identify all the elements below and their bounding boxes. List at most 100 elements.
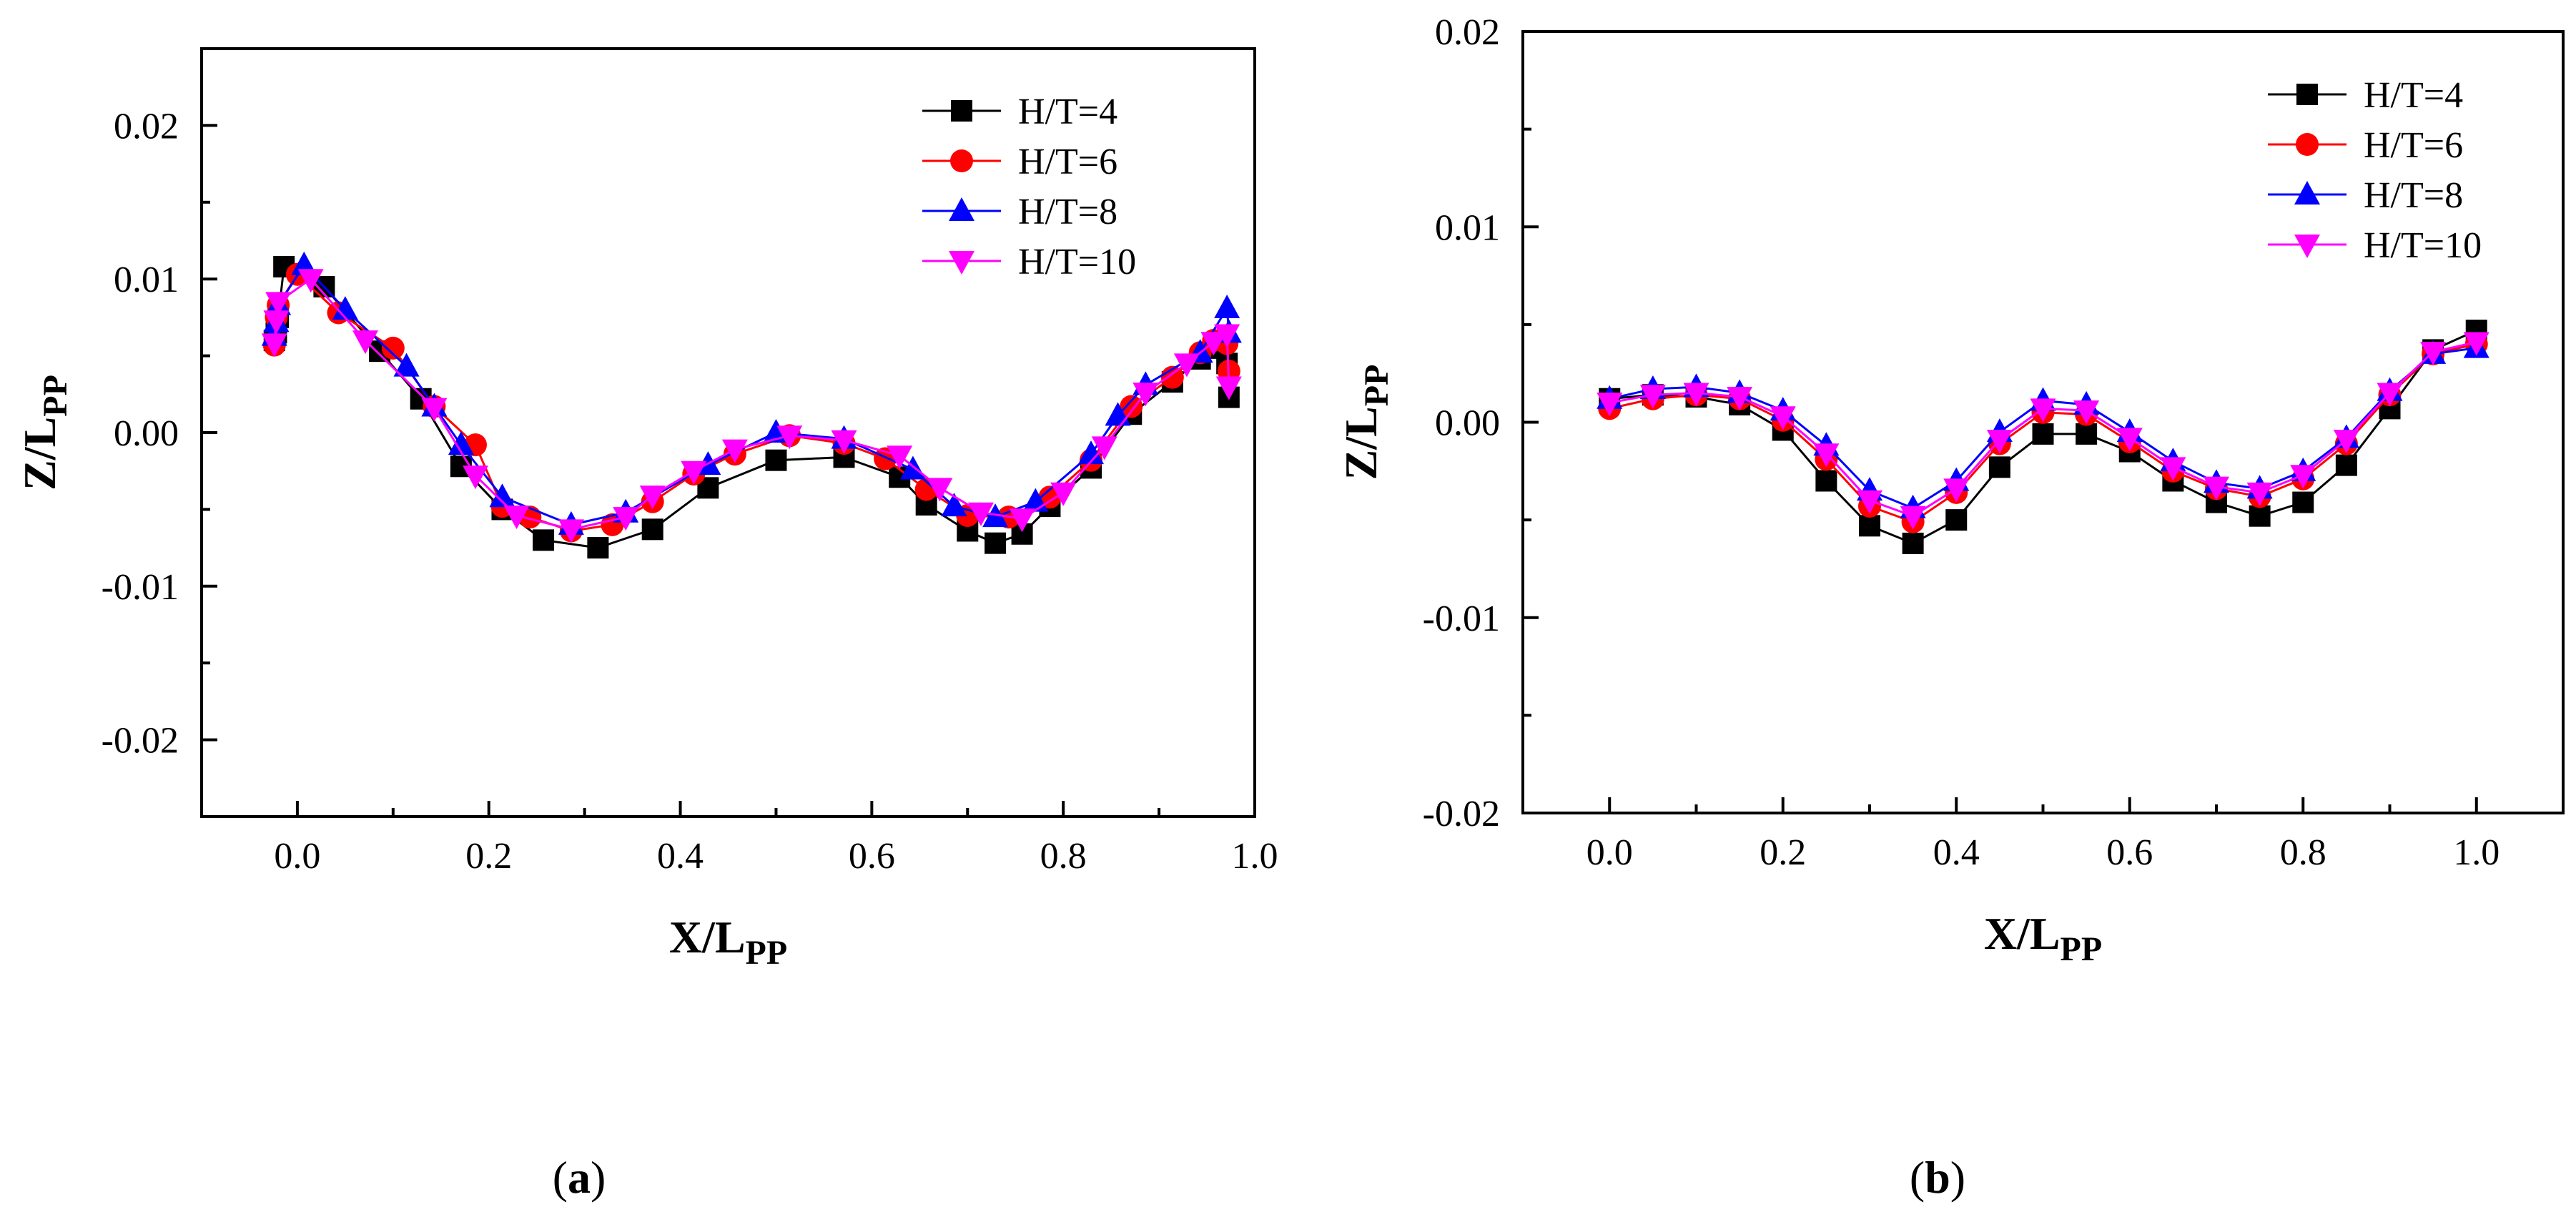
- panel-label-b: (b): [1910, 1152, 1965, 1203]
- data-point: [1900, 506, 1926, 530]
- data-point: [489, 483, 515, 508]
- y-axis-title-sub: PP: [36, 375, 74, 417]
- panel-label-a: (a): [553, 1152, 606, 1203]
- data-point: [613, 507, 639, 531]
- legend-entry-b-0: H/T=4: [2268, 75, 2463, 116]
- x-tick-label-b: 0.2: [1760, 832, 1806, 873]
- series-line: [273, 277, 1230, 531]
- y-tick-label-a: -0.02: [102, 721, 179, 762]
- y-axis-title-main: Z/L: [14, 417, 65, 491]
- data-point: [1214, 295, 1240, 319]
- legend-marker: [2296, 133, 2319, 156]
- data-point: [1683, 383, 1709, 407]
- x-tick-label-b: 0.4: [1933, 832, 1980, 873]
- data-point: [297, 269, 324, 293]
- legend-label: H/T=4: [1018, 92, 1117, 132]
- legend-label: H/T=8: [1018, 192, 1117, 232]
- panel-letter-b: b: [1925, 1152, 1950, 1203]
- data-point: [1988, 456, 2010, 478]
- data-point: [887, 445, 913, 470]
- data-point: [1214, 324, 1240, 348]
- legend-marker: [949, 197, 974, 221]
- y-tick-label-a: 0.01: [114, 260, 179, 300]
- data-point: [765, 449, 787, 471]
- x-axis-title-sub: PP: [2061, 930, 2103, 968]
- series-a-3: [261, 269, 1242, 543]
- legend-label: H/T=4: [2364, 75, 2463, 116]
- data-point: [462, 465, 488, 490]
- data-point: [558, 519, 584, 543]
- data-point: [2160, 457, 2186, 481]
- data-point: [448, 431, 474, 455]
- data-point: [332, 296, 358, 320]
- x-axis-title-main: X/L: [669, 912, 746, 962]
- x-tick-label-a: 0.2: [465, 836, 512, 877]
- legend-marker: [949, 251, 974, 275]
- data-point: [2246, 482, 2273, 506]
- data-point: [1815, 470, 1837, 492]
- x-axis-title-main: X/L: [1984, 908, 2061, 959]
- x-axis-title-sub: PP: [746, 934, 788, 972]
- data-point: [1986, 430, 2013, 454]
- data-point: [381, 336, 405, 360]
- data-point: [263, 310, 290, 335]
- x-tick-label-a: 0.6: [849, 836, 895, 877]
- data-point: [927, 478, 953, 502]
- data-point: [721, 439, 748, 463]
- data-point: [2333, 430, 2359, 454]
- y-tick-label-b: 0.00: [1435, 403, 1500, 444]
- x-axis-title-b: X/LPP: [1984, 908, 2102, 968]
- y-tick-label-b: 0.02: [1435, 12, 1500, 53]
- legend-marker: [951, 100, 972, 122]
- data-point: [2290, 465, 2316, 489]
- y-tick-label-b: -0.01: [1423, 598, 1500, 639]
- data-point: [1132, 383, 1159, 407]
- y-axis-title-main: Z/L: [1336, 406, 1386, 480]
- legend-entry-b-3: H/T=10: [2268, 225, 2482, 266]
- y-axis-title-b: Z/LPP: [1336, 365, 1396, 481]
- data-point: [641, 518, 663, 541]
- data-point: [1943, 478, 1970, 503]
- y-tick-label-a: -0.01: [102, 567, 179, 608]
- data-point: [265, 292, 292, 316]
- legend-entry-b-1: H/T=6: [2268, 125, 2463, 166]
- data-point: [2030, 398, 2056, 423]
- x-tick-label-b: 0.0: [1586, 832, 1633, 873]
- data-point: [1200, 332, 1227, 356]
- y-tick-label-a: 0.00: [114, 413, 179, 454]
- y-axis-title-a: Z/LPP: [14, 375, 74, 491]
- data-point: [1091, 436, 1117, 460]
- data-point: [1215, 376, 1242, 400]
- data-point: [587, 537, 609, 559]
- data-point: [1639, 385, 1666, 409]
- data-point: [2335, 454, 2357, 476]
- panel-b: 0.0 0.2 0.4 0.6 0.8 1.0 -0.02 -0.01 0.00 0.01 0.02…: [1336, 12, 2565, 968]
- x-tick-label-b: 0.8: [2280, 832, 2326, 873]
- legend-label: H/T=8: [2364, 175, 2463, 216]
- data-point: [1050, 482, 1077, 506]
- series-b-3: [1597, 332, 2489, 530]
- panel-letter-a: a: [568, 1152, 591, 1203]
- data-point: [1078, 440, 1105, 465]
- legend-marker: [2294, 181, 2320, 205]
- data-point: [2292, 491, 2314, 513]
- data-point: [352, 330, 378, 355]
- data-point: [2420, 342, 2447, 366]
- data-point: [941, 493, 967, 517]
- x-tick-label-b: 0.6: [2106, 832, 2153, 873]
- data-point: [1857, 490, 1882, 514]
- legend-marker: [2296, 84, 2318, 105]
- data-point: [831, 430, 857, 454]
- x-tick-label-b: 1.0: [2453, 832, 2499, 873]
- data-point: [2076, 423, 2098, 445]
- data-point: [421, 398, 448, 422]
- data-point: [2116, 428, 2143, 452]
- data-point: [1813, 443, 1840, 468]
- data-point: [1597, 393, 1623, 417]
- x-tick-label-a: 0.4: [657, 836, 704, 877]
- data-point: [968, 502, 995, 526]
- data-point: [533, 529, 555, 551]
- data-point: [2204, 476, 2229, 501]
- series-a-2: [261, 251, 1242, 535]
